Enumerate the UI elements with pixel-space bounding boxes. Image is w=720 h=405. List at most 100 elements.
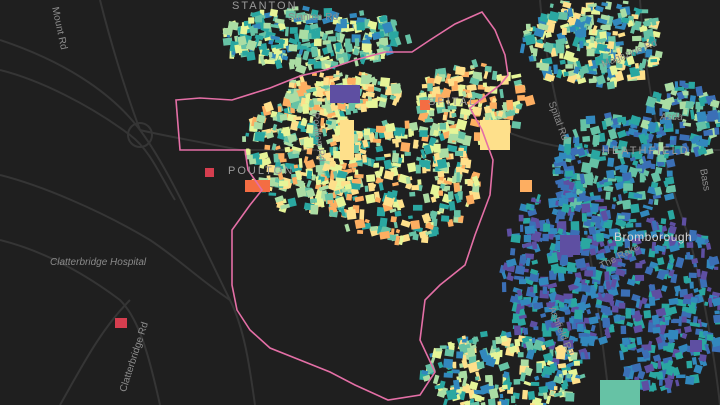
building: [608, 228, 619, 237]
building: [261, 14, 266, 19]
road: [639, 0, 720, 405]
building: [682, 122, 692, 127]
building: [501, 282, 507, 293]
building: [379, 230, 391, 240]
building: [648, 198, 654, 205]
building: [479, 383, 492, 395]
building: [548, 228, 558, 235]
building: [274, 59, 283, 70]
building: [444, 348, 455, 357]
building: [296, 89, 305, 97]
building: [532, 26, 536, 32]
building: [439, 123, 447, 130]
building: [321, 128, 328, 137]
road: [0, 239, 161, 405]
building: [574, 136, 580, 146]
building: [479, 330, 488, 338]
building: [273, 153, 279, 163]
building-large: [480, 120, 510, 150]
building: [296, 53, 302, 58]
building: [619, 8, 628, 18]
building: [644, 363, 655, 374]
building: [611, 140, 618, 146]
town-label-bromborough: Bromborough: [614, 230, 693, 244]
building: [574, 29, 585, 40]
building: [513, 325, 522, 336]
building: [584, 16, 592, 25]
building: [446, 389, 458, 401]
building: [648, 296, 656, 307]
building: [274, 195, 285, 203]
building: [269, 8, 279, 18]
building: [254, 34, 264, 41]
building: [580, 242, 590, 250]
road: [139, 129, 320, 151]
building: [346, 193, 353, 201]
building: [374, 197, 382, 203]
building: [288, 44, 298, 52]
building: [656, 134, 663, 139]
building: [455, 66, 466, 76]
building: [443, 358, 453, 369]
building: [443, 179, 453, 186]
building: [709, 99, 720, 109]
building: [304, 96, 311, 105]
building: [651, 220, 658, 231]
building: [553, 391, 563, 398]
area-boundary[interactable]: [175, 11, 509, 401]
building: [596, 37, 607, 44]
building: [392, 162, 402, 168]
building: [315, 179, 322, 185]
building: [620, 212, 631, 222]
building: [640, 58, 647, 69]
building: [525, 23, 531, 30]
building: [344, 183, 352, 190]
building: [317, 143, 323, 150]
building: [546, 301, 555, 308]
building: [563, 50, 575, 62]
building: [664, 96, 675, 105]
building: [254, 159, 263, 165]
building: [511, 319, 520, 324]
building: [318, 184, 329, 192]
building: [328, 10, 340, 19]
building: [435, 348, 442, 352]
building: [453, 210, 461, 218]
building: [575, 301, 587, 312]
building: [570, 221, 580, 231]
building: [701, 248, 705, 258]
building: [696, 107, 701, 114]
building: [621, 337, 630, 346]
building: [539, 62, 550, 72]
building: [580, 127, 587, 132]
building: [711, 296, 720, 307]
building: [315, 87, 325, 98]
building: [527, 390, 536, 401]
building: [545, 218, 551, 225]
building: [681, 316, 687, 323]
building: [668, 254, 674, 261]
road: [0, 174, 231, 301]
building: [531, 241, 538, 250]
building: [449, 133, 459, 141]
building: [568, 348, 575, 356]
building: [602, 24, 611, 31]
building: [555, 299, 560, 304]
building: [305, 188, 316, 198]
building: [614, 175, 625, 181]
building: [348, 101, 356, 112]
building: [508, 345, 518, 354]
building: [565, 170, 574, 177]
building: [614, 25, 625, 30]
building: [676, 374, 686, 379]
building: [592, 175, 599, 184]
building: [325, 119, 333, 126]
building: [544, 338, 555, 348]
building: [482, 82, 487, 88]
building: [572, 128, 579, 138]
building: [532, 339, 544, 351]
building: [632, 159, 639, 167]
building: [424, 118, 434, 123]
building: [342, 78, 348, 88]
